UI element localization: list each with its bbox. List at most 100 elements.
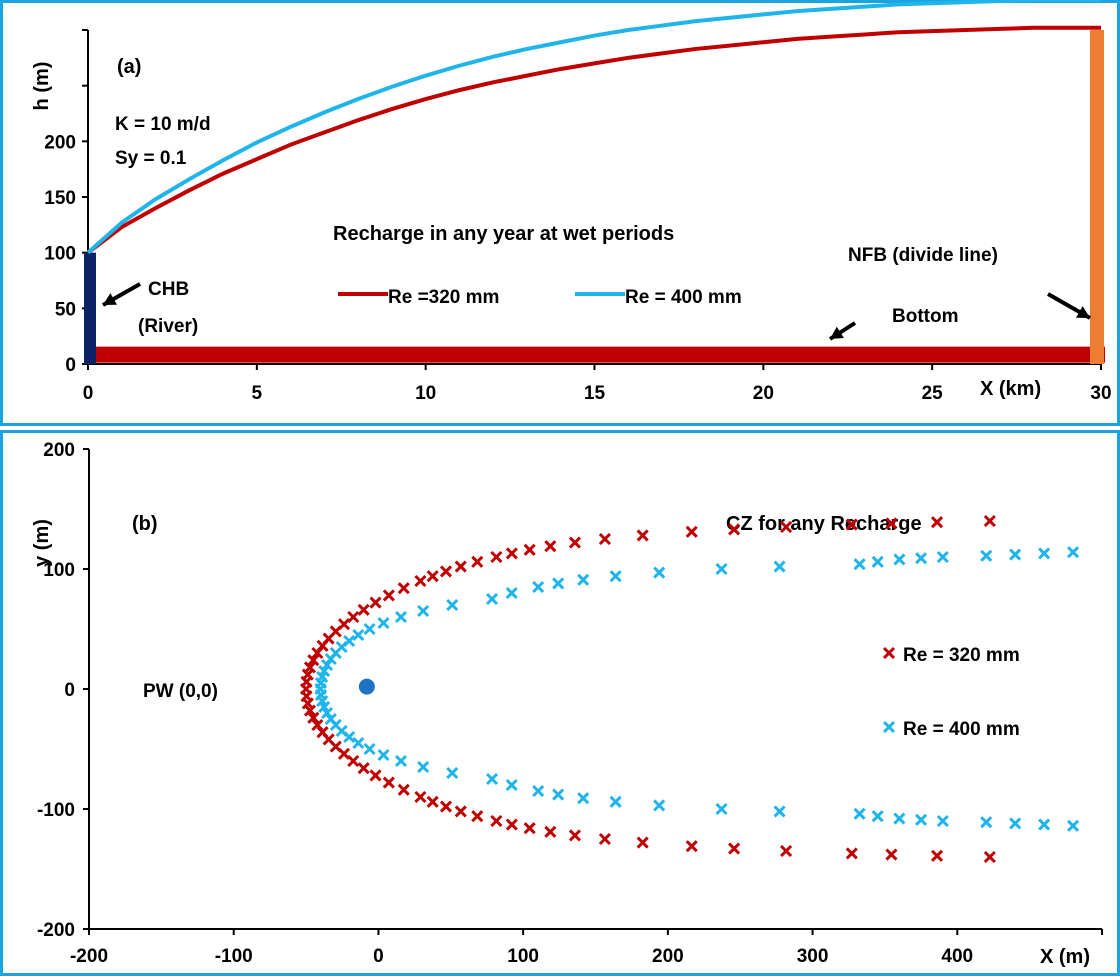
data-point-400 bbox=[1038, 547, 1051, 560]
y-tick-label-a: 100 bbox=[44, 244, 76, 265]
data-point-400 bbox=[394, 754, 408, 768]
data-point-400 bbox=[352, 628, 365, 642]
param-k: K = 10 m/d bbox=[115, 114, 211, 135]
data-point-320 bbox=[845, 518, 858, 531]
data-point-320 bbox=[568, 536, 582, 549]
pumping-well-marker bbox=[358, 678, 375, 695]
data-point-400 bbox=[394, 610, 408, 624]
y-tick-label-a: 0 bbox=[65, 355, 76, 376]
data-point-400 bbox=[1009, 548, 1022, 561]
data-point-400 bbox=[343, 730, 356, 744]
y-tick-label-a: 150 bbox=[44, 188, 76, 209]
y-tick-label-b: -200 bbox=[37, 920, 75, 941]
data-point-320 bbox=[598, 832, 611, 846]
panel-b bbox=[0, 430, 1120, 976]
x-tick-label-b: 100 bbox=[507, 946, 539, 967]
x-tick-label-a: 15 bbox=[584, 383, 606, 404]
data-point-320 bbox=[523, 543, 536, 556]
data-point-400 bbox=[320, 706, 334, 720]
legend-marker-320-b bbox=[882, 646, 896, 660]
data-point-400 bbox=[485, 772, 499, 786]
data-point-320 bbox=[369, 769, 382, 782]
data-point-320 bbox=[885, 848, 898, 861]
panel-b-label: (b) bbox=[132, 513, 158, 535]
data-point-400 bbox=[1038, 818, 1051, 831]
legend-title-a: Recharge in any year at wet periods bbox=[333, 223, 674, 245]
data-point-400 bbox=[653, 799, 666, 812]
legend-label-320-b: Re = 320 mm bbox=[903, 645, 1020, 666]
data-point-400 bbox=[915, 813, 928, 826]
x-tick-label-a: 20 bbox=[753, 383, 774, 404]
data-point-400 bbox=[853, 807, 866, 820]
data-point-320 bbox=[426, 570, 439, 583]
x-axis-label-a: X (km) bbox=[980, 378, 1041, 400]
data-point-400 bbox=[773, 805, 786, 818]
x-tick-label-b: 0 bbox=[373, 946, 384, 967]
data-point-320 bbox=[439, 565, 453, 578]
data-point-400 bbox=[485, 592, 499, 606]
data-point-320 bbox=[490, 550, 503, 564]
title-b: CZ for any Recharge bbox=[726, 513, 922, 535]
x-tick-label-b: 300 bbox=[797, 946, 829, 967]
data-point-320 bbox=[568, 829, 582, 842]
x-tick-label-a: 10 bbox=[415, 383, 436, 404]
data-point-400 bbox=[343, 634, 356, 648]
x-tick-label-b: -200 bbox=[70, 946, 108, 967]
data-point-320 bbox=[414, 574, 427, 588]
data-point-400 bbox=[980, 816, 993, 829]
data-point-320 bbox=[454, 805, 467, 818]
chart-a-svg: (a) h (m) X (km) K = 10 m/d Sy = 0.1 Rec… bbox=[31, 0, 1112, 404]
chb-sublabel: (River) bbox=[138, 316, 198, 337]
legend-label-400-a: Re = 400 mm bbox=[625, 287, 742, 308]
data-point-400 bbox=[871, 810, 884, 823]
chb-arrow-head bbox=[103, 293, 117, 305]
data-point-320 bbox=[454, 560, 467, 573]
series-line-400-a bbox=[86, 0, 1101, 255]
legend-label-320-a: Re =320 mm bbox=[388, 287, 499, 308]
data-point-320 bbox=[307, 654, 320, 667]
data-point-320 bbox=[471, 555, 484, 568]
data-point-400 bbox=[893, 553, 906, 566]
data-point-400 bbox=[609, 795, 622, 808]
param-sy: Sy = 0.1 bbox=[115, 148, 187, 169]
legend-label-400-b: Re = 400 mm bbox=[903, 719, 1020, 740]
data-point-320 bbox=[728, 842, 741, 855]
data-point-320 bbox=[983, 514, 996, 528]
data-point-400 bbox=[552, 788, 565, 801]
x-tick-label-b: 200 bbox=[652, 946, 684, 967]
data-point-400 bbox=[653, 566, 666, 579]
y-tick-label-b: -100 bbox=[37, 800, 75, 821]
data-point-320 bbox=[780, 844, 793, 858]
data-point-320 bbox=[490, 814, 503, 828]
data-point-400 bbox=[980, 549, 993, 562]
data-point-320 bbox=[685, 525, 698, 538]
nfb-label: NFB (divide line) bbox=[848, 245, 998, 266]
y-tick-label-b: 200 bbox=[43, 440, 75, 461]
data-point-400 bbox=[532, 784, 545, 798]
data-point-400 bbox=[1066, 546, 1080, 559]
chb-bar bbox=[84, 252, 96, 364]
data-point-400 bbox=[377, 748, 390, 762]
nfb-bar bbox=[1090, 30, 1104, 364]
data-point-320 bbox=[930, 516, 944, 529]
data-point-320 bbox=[845, 847, 858, 860]
y-axis-label-a: h (m) bbox=[31, 62, 53, 111]
data-point-400 bbox=[773, 560, 786, 573]
well-label: PW (0,0) bbox=[143, 681, 218, 702]
data-point-400 bbox=[915, 552, 928, 565]
data-point-320 bbox=[983, 850, 996, 864]
data-point-400 bbox=[936, 814, 949, 828]
data-point-320 bbox=[636, 836, 649, 849]
data-point-400 bbox=[417, 760, 430, 774]
data-point-320 bbox=[414, 790, 427, 804]
data-point-320 bbox=[439, 800, 453, 813]
legend-marker-400-b bbox=[882, 720, 896, 734]
x-tick-label-a: 5 bbox=[252, 383, 263, 404]
data-point-400 bbox=[446, 598, 459, 612]
data-point-320 bbox=[369, 596, 382, 609]
data-point-320 bbox=[930, 849, 944, 862]
y-tick-label-a: 50 bbox=[55, 299, 76, 320]
data-point-400 bbox=[363, 622, 376, 636]
data-point-400 bbox=[532, 580, 545, 594]
